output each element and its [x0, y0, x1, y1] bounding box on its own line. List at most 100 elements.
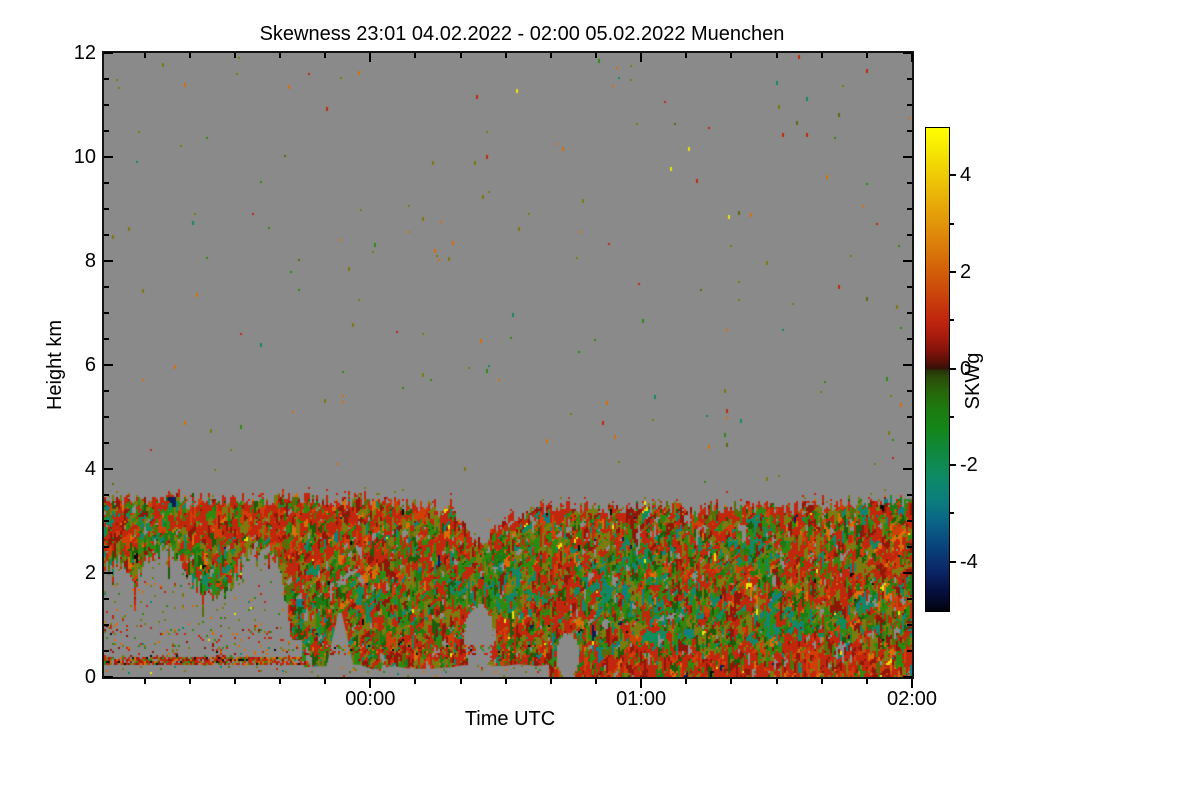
y-axis-minor-tick	[104, 442, 109, 444]
y-tick-label: 0	[84, 666, 96, 688]
y-axis-minor-tick-right	[907, 520, 912, 522]
x-axis-minor-tick-top	[685, 53, 688, 58]
x-axis-minor-tick-top	[279, 53, 282, 58]
colorbar-major-tick	[950, 270, 956, 273]
x-axis-minor-tick	[279, 679, 282, 684]
y-axis-major-tick	[104, 364, 113, 366]
y-axis-minor-tick	[104, 546, 109, 548]
x-axis-minor-tick	[188, 679, 191, 684]
y-axis-minor-tick-right	[907, 546, 912, 548]
y-axis-major-tick-right	[903, 260, 912, 262]
colorbar-tick-label: 0	[960, 357, 972, 380]
colorbar-tick-label: 4	[960, 164, 972, 187]
colorbar-minor-tick	[950, 319, 954, 322]
y-axis-minor-tick	[104, 286, 109, 288]
y-axis-major-tick	[104, 676, 113, 678]
chart-title: Skewness 23:01 04.02.2022 - 02:00 05.02.…	[259, 23, 785, 45]
x-axis-minor-tick	[459, 679, 462, 684]
y-axis-minor-tick-right	[907, 286, 912, 288]
y-axis-minor-tick	[104, 624, 109, 626]
x-axis-minor-tick	[549, 679, 552, 684]
y-axis-minor-tick-right	[907, 598, 912, 600]
y-axis-minor-tick	[104, 78, 109, 80]
y-axis-minor-tick-right	[907, 650, 912, 652]
y-axis-minor-tick	[104, 520, 109, 522]
x-axis-major-tick	[911, 679, 913, 688]
y-axis-major-tick-right	[903, 156, 912, 158]
x-axis-minor-tick	[233, 679, 236, 684]
y-axis-minor-tick	[104, 208, 109, 210]
y-tick-label: 4	[84, 458, 96, 480]
x-axis-label: Time UTC	[464, 708, 556, 730]
x-axis-minor-tick-top	[820, 53, 823, 58]
x-axis-minor-tick-top	[414, 53, 417, 58]
x-axis-minor-tick-top	[865, 53, 868, 58]
y-axis-minor-tick	[104, 312, 109, 314]
y-axis-minor-tick-right	[907, 624, 912, 626]
colorbar-minor-tick	[950, 415, 954, 418]
colorbar-tick-label: -4	[960, 550, 978, 573]
x-axis-minor-tick	[730, 679, 733, 684]
x-axis-major-tick-top	[640, 53, 643, 62]
y-axis-minor-tick	[104, 650, 109, 652]
colorbar-major-tick	[950, 464, 956, 467]
y-axis-major-tick-right	[903, 572, 912, 574]
x-axis-major-tick	[369, 679, 372, 688]
y-axis-minor-tick-right	[907, 104, 912, 106]
x-axis-minor-tick-top	[775, 53, 778, 58]
colorbar-minor-tick	[950, 222, 954, 225]
x-tick-label: 02:00	[886, 688, 938, 710]
y-axis-minor-tick-right	[907, 442, 912, 444]
y-axis-minor-tick	[104, 182, 109, 184]
x-axis-minor-tick-top	[188, 53, 191, 58]
y-axis-minor-tick-right	[907, 390, 912, 392]
colorbar-tick-label: 2	[960, 260, 972, 283]
y-axis-minor-tick	[104, 130, 109, 132]
y-tick-label: 12	[73, 42, 96, 64]
colorbar-major-tick	[950, 367, 956, 370]
y-axis-minor-tick-right	[907, 182, 912, 184]
x-tick-label: 01:00	[616, 688, 667, 710]
x-axis-minor-tick	[775, 679, 778, 684]
y-axis-major-tick-right	[903, 364, 912, 366]
colorbar-tick-label: -2	[960, 454, 978, 477]
y-axis-minor-tick-right	[907, 338, 912, 340]
x-axis-minor-tick-top	[459, 53, 462, 58]
y-tick-label: 6	[84, 354, 96, 376]
x-axis-major-tick-top	[911, 53, 913, 62]
y-axis-major-tick	[104, 260, 113, 262]
skewness-heatmap-canvas	[104, 53, 912, 677]
x-axis-minor-tick	[143, 679, 146, 684]
y-axis-minor-tick-right	[907, 78, 912, 80]
x-axis-minor-tick-top	[233, 53, 236, 58]
x-axis-minor-tick	[685, 679, 688, 684]
x-axis-minor-tick-top	[549, 53, 552, 58]
y-axis-minor-tick-right	[907, 130, 912, 132]
x-axis-minor-tick	[820, 679, 823, 684]
x-axis-minor-tick-top	[504, 53, 507, 58]
y-tick-label: 10	[73, 146, 96, 168]
y-axis-minor-tick	[104, 104, 109, 106]
x-axis-minor-tick	[865, 679, 868, 684]
y-axis-minor-tick-right	[907, 312, 912, 314]
y-axis-minor-tick-right	[907, 494, 912, 496]
x-axis-minor-tick	[324, 679, 327, 684]
x-axis-minor-tick	[595, 679, 598, 684]
y-axis-major-tick-right	[903, 52, 912, 54]
y-axis-minor-tick	[104, 598, 109, 600]
colorbar-major-tick	[950, 174, 956, 177]
colorbar-minor-tick	[950, 512, 954, 515]
y-tick-label: 8	[84, 250, 96, 272]
x-axis-minor-tick	[414, 679, 417, 684]
y-axis-major-tick-right	[903, 676, 912, 678]
colorbar-major-tick	[950, 560, 956, 563]
x-axis-major-tick-top	[369, 53, 372, 62]
y-axis-major-tick-right	[903, 468, 912, 470]
y-axis-minor-tick-right	[907, 234, 912, 236]
colorbar-gradient	[925, 127, 950, 612]
y-axis-minor-tick	[104, 338, 109, 340]
y-axis-major-tick	[104, 156, 113, 158]
y-axis-minor-tick	[104, 494, 109, 496]
x-axis-minor-tick-top	[143, 53, 146, 58]
x-axis-minor-tick-top	[324, 53, 327, 58]
